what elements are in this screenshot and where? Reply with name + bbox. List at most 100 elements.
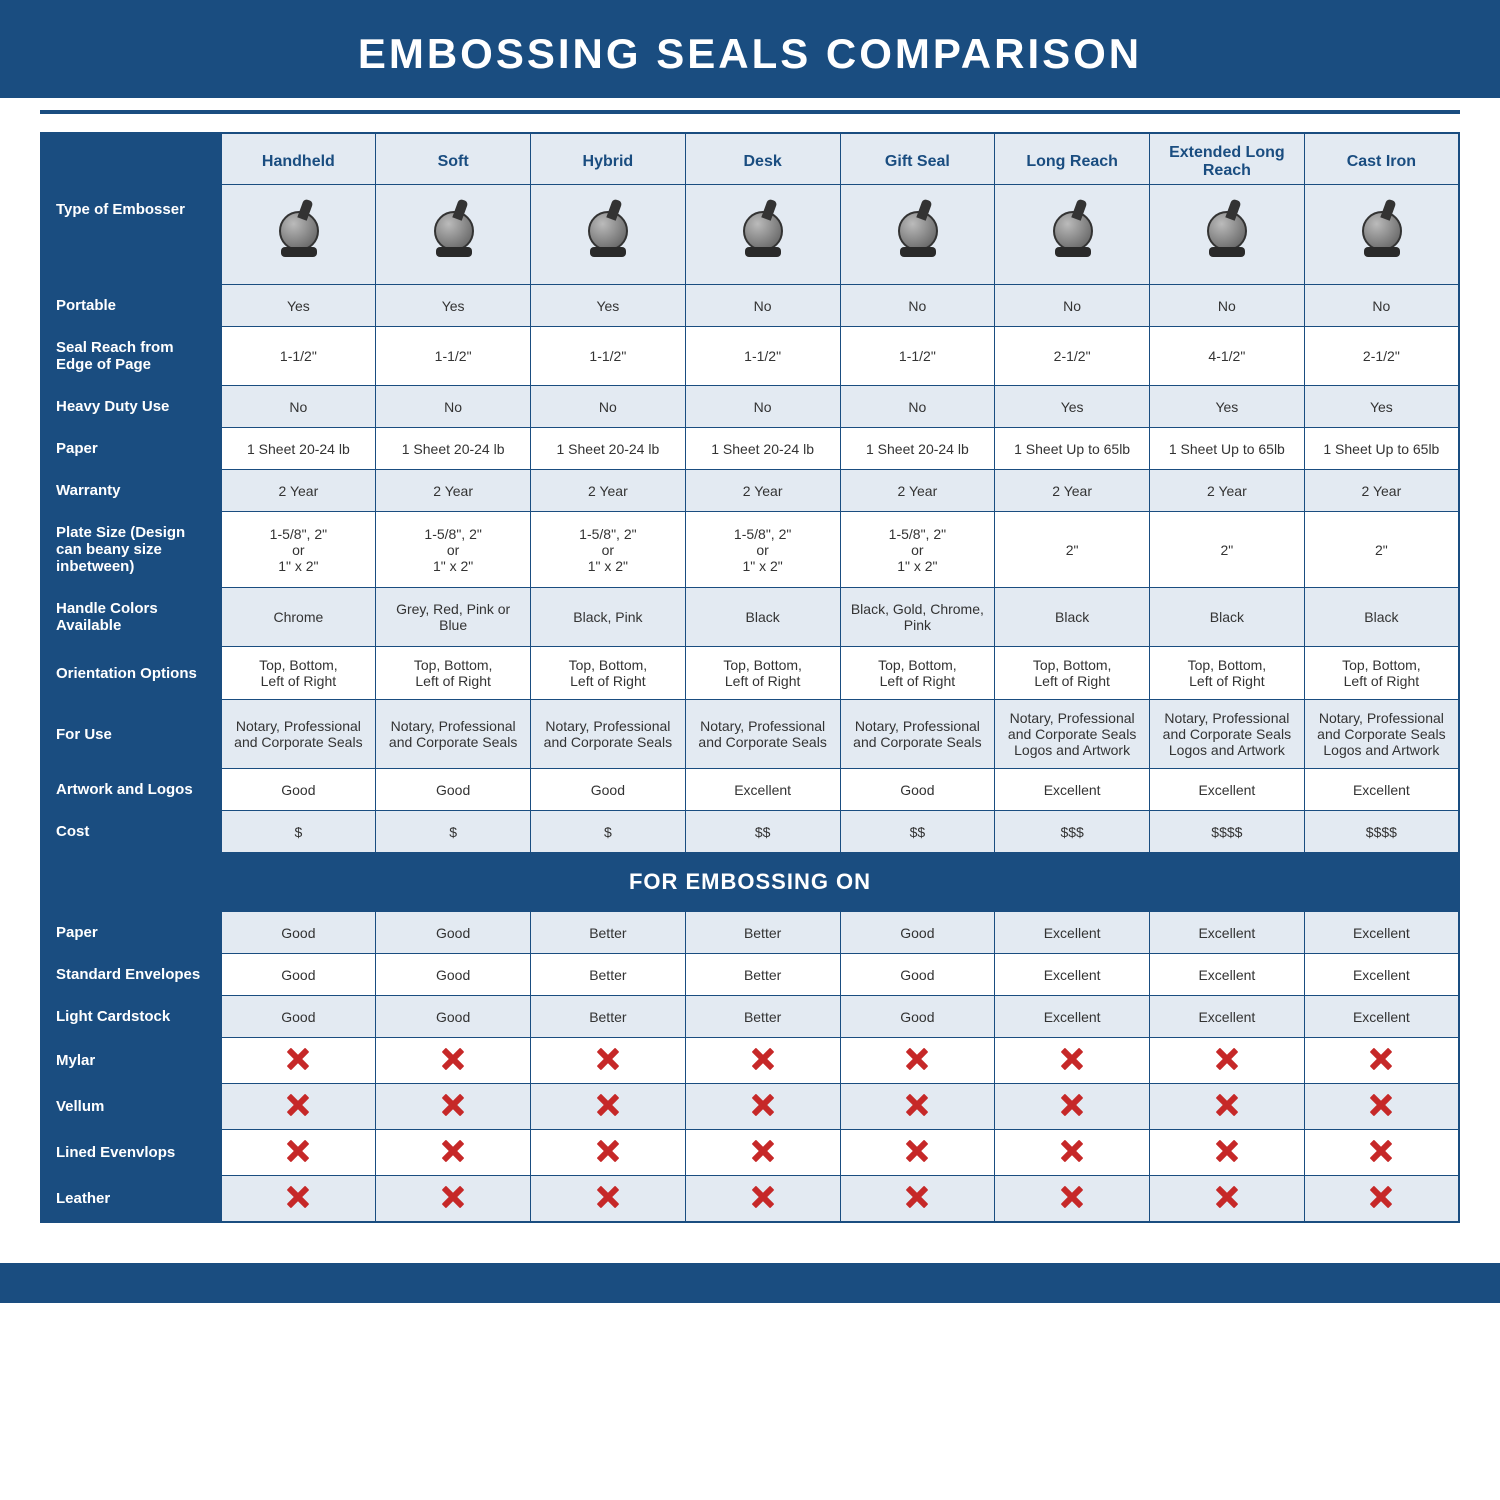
row-label: Lined Evenvlops: [41, 1130, 221, 1176]
table-cell: No: [1150, 285, 1305, 327]
table-cell: 1-1/2": [376, 327, 531, 386]
table-cell: [221, 1038, 376, 1084]
table-cell: Black: [1150, 588, 1305, 647]
table-cell: Good: [531, 769, 686, 811]
table-cell: [531, 1038, 686, 1084]
table-cell: Good: [221, 954, 376, 996]
table-cell: 2 Year: [531, 470, 686, 512]
table-cell: No: [221, 386, 376, 428]
table-cell: Excellent: [1150, 912, 1305, 954]
table-cell: [840, 1130, 995, 1176]
x-icon: [1370, 1186, 1392, 1208]
x-icon: [442, 1140, 464, 1162]
table-cell: [1150, 1038, 1305, 1084]
row-label: Warranty: [41, 470, 221, 512]
embosser-icon: [1045, 206, 1100, 261]
table-cell: Good: [840, 769, 995, 811]
row-label: Light Cardstock: [41, 996, 221, 1038]
table-cell: [221, 1130, 376, 1176]
table-cell: Yes: [995, 386, 1150, 428]
table-cell: [685, 1130, 840, 1176]
table-cell: 2 Year: [376, 470, 531, 512]
table-cell: Notary, Professional and Corporate Seals: [376, 700, 531, 769]
x-icon: [1370, 1048, 1392, 1070]
table-cell: No: [531, 386, 686, 428]
row-label: Standard Envelopes: [41, 954, 221, 996]
table-cell: Notary, Professional and Corporate Seals…: [1304, 700, 1459, 769]
table-cell: [685, 1038, 840, 1084]
x-icon: [442, 1094, 464, 1116]
table-cell: 1-1/2": [840, 327, 995, 386]
table-cell: Notary, Professional and Corporate Seals: [840, 700, 995, 769]
table-cell: 2 Year: [840, 470, 995, 512]
table-cell: 2 Year: [1304, 470, 1459, 512]
table-cell: 1-5/8", 2" or 1" x 2": [376, 512, 531, 588]
x-icon: [287, 1140, 309, 1162]
table-cell: 1-1/2": [685, 327, 840, 386]
table-cell: Black: [685, 588, 840, 647]
table-cell: Good: [221, 912, 376, 954]
table-cell: No: [685, 386, 840, 428]
embosser-icon: [735, 206, 790, 261]
table-cell: Top, Bottom, Left of Right: [1150, 647, 1305, 700]
x-icon: [906, 1140, 928, 1162]
x-icon: [597, 1094, 619, 1116]
table-cell: 1 Sheet Up to 65lb: [1150, 428, 1305, 470]
table-cell: Excellent: [1304, 769, 1459, 811]
table-cell: Grey, Red, Pink or Blue: [376, 588, 531, 647]
x-icon: [752, 1048, 774, 1070]
table-cell: 1-5/8", 2" or 1" x 2": [685, 512, 840, 588]
table-cell: [840, 1084, 995, 1130]
table-cell: Good: [376, 912, 531, 954]
table-cell: No: [995, 285, 1150, 327]
table-cell: 2 Year: [1150, 470, 1305, 512]
x-icon: [1370, 1140, 1392, 1162]
table-cell: No: [840, 285, 995, 327]
embosser-icon: [426, 206, 481, 261]
embosser-icon: [1354, 206, 1409, 261]
x-icon: [906, 1048, 928, 1070]
x-icon: [287, 1186, 309, 1208]
table-cell: Good: [221, 769, 376, 811]
table-cell: Notary, Professional and Corporate Seals…: [995, 700, 1150, 769]
table-cell: [1304, 1084, 1459, 1130]
x-icon: [1061, 1140, 1083, 1162]
embosser-image-cell: [376, 185, 531, 285]
table-cell: No: [376, 386, 531, 428]
table-cell: 1 Sheet 20-24 lb: [376, 428, 531, 470]
table-cell: Top, Bottom, Left of Right: [1304, 647, 1459, 700]
column-header: Soft: [376, 133, 531, 185]
x-icon: [1216, 1048, 1238, 1070]
x-icon: [906, 1186, 928, 1208]
x-icon: [597, 1186, 619, 1208]
table-cell: $$: [685, 811, 840, 853]
table-cell: Black: [1304, 588, 1459, 647]
column-header: Cast Iron: [1304, 133, 1459, 185]
table-cell: Good: [840, 912, 995, 954]
section-header-embossing-on: FOR EMBOSSING ON: [41, 853, 1459, 912]
embosser-icon: [580, 206, 635, 261]
row-label: Seal Reach from Edge of Page: [41, 327, 221, 386]
table-cell: Excellent: [995, 996, 1150, 1038]
row-label: Plate Size (Design can beany size inbetw…: [41, 512, 221, 588]
row-label: Vellum: [41, 1084, 221, 1130]
table-cell: Excellent: [1150, 954, 1305, 996]
row-label: Handle Colors Available: [41, 588, 221, 647]
table-cell: Notary, Professional and Corporate Seals: [221, 700, 376, 769]
table-cell: Good: [840, 996, 995, 1038]
table-cell: $: [376, 811, 531, 853]
footer-bar: [0, 1263, 1500, 1303]
row-label: For Use: [41, 700, 221, 769]
table-cell: [221, 1176, 376, 1223]
table-cell: Yes: [1304, 386, 1459, 428]
table-cell: Notary, Professional and Corporate Seals: [531, 700, 686, 769]
x-icon: [1216, 1140, 1238, 1162]
column-header: Extended Long Reach: [1150, 133, 1305, 185]
table-cell: Good: [376, 769, 531, 811]
row-label: Heavy Duty Use: [41, 386, 221, 428]
x-icon: [1216, 1186, 1238, 1208]
table-cell: [840, 1176, 995, 1223]
table-cell: 2": [995, 512, 1150, 588]
table-cell: 1 Sheet 20-24 lb: [685, 428, 840, 470]
table-cell: Top, Bottom, Left of Right: [531, 647, 686, 700]
